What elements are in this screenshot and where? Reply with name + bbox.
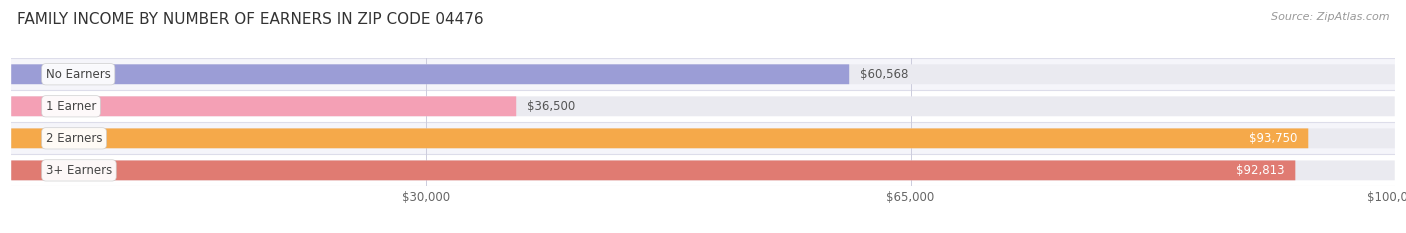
Text: FAMILY INCOME BY NUMBER OF EARNERS IN ZIP CODE 04476: FAMILY INCOME BY NUMBER OF EARNERS IN ZI…	[17, 12, 484, 27]
FancyBboxPatch shape	[11, 128, 1309, 148]
Bar	[11, 58, 1395, 90]
FancyBboxPatch shape	[11, 64, 1395, 84]
Text: $92,813: $92,813	[1236, 164, 1284, 177]
Text: $60,568: $60,568	[860, 68, 908, 81]
Text: 2 Earners: 2 Earners	[46, 132, 103, 145]
Text: 3+ Earners: 3+ Earners	[46, 164, 112, 177]
Text: $36,500: $36,500	[527, 100, 575, 113]
Text: No Earners: No Earners	[46, 68, 111, 81]
FancyBboxPatch shape	[11, 161, 1295, 180]
FancyBboxPatch shape	[11, 96, 1395, 116]
Text: 1 Earner: 1 Earner	[46, 100, 96, 113]
Bar	[11, 154, 1395, 186]
Text: Source: ZipAtlas.com: Source: ZipAtlas.com	[1271, 12, 1389, 22]
FancyBboxPatch shape	[11, 161, 1395, 180]
Bar	[11, 122, 1395, 154]
FancyBboxPatch shape	[11, 96, 516, 116]
FancyBboxPatch shape	[11, 128, 1395, 148]
Text: $93,750: $93,750	[1249, 132, 1298, 145]
Bar	[11, 90, 1395, 122]
FancyBboxPatch shape	[11, 64, 849, 84]
